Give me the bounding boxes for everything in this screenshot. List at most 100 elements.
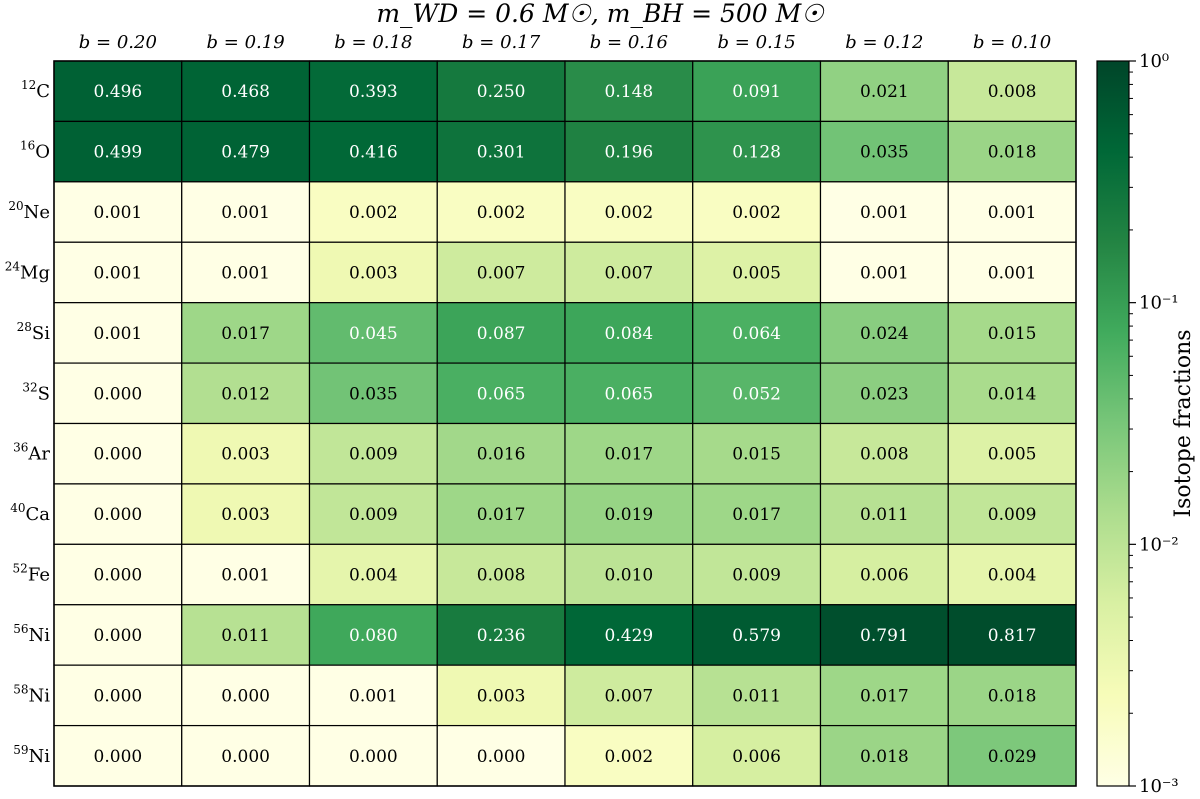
isotope-mass-number: 56 <box>13 622 28 636</box>
heatmap-cell <box>947 664 1077 727</box>
heatmap-border <box>53 60 1077 787</box>
cell-value: 0.000 <box>221 747 270 767</box>
cell-value: 0.001 <box>860 203 909 223</box>
cell-value: 0.499 <box>94 143 143 163</box>
cell-value: 0.001 <box>94 263 143 283</box>
heatmap-cell <box>947 120 1077 183</box>
cell-value: 0.017 <box>477 505 526 525</box>
heatmap-cell <box>692 543 822 606</box>
cell-value: 0.091 <box>732 82 781 102</box>
row-label: 12C <box>21 78 50 102</box>
heatmap-cell <box>436 60 566 123</box>
heatmap-cell <box>819 362 949 425</box>
cell-value: 0.005 <box>732 263 781 283</box>
heatmap-cell <box>181 664 311 727</box>
row-label: 16O <box>20 139 50 163</box>
row-label: 20Ne <box>8 199 50 223</box>
column-label: b = 0.15 <box>718 32 796 53</box>
heatmap-cell <box>947 543 1077 606</box>
cell-value: 0.007 <box>477 263 526 283</box>
cell-value: 0.236 <box>477 626 526 646</box>
isotope-mass-number: 36 <box>13 441 28 455</box>
heatmap-cell <box>564 664 694 727</box>
heatmap-cell <box>819 241 949 304</box>
isotope-element: Ni <box>28 685 50 706</box>
column-label: b = 0.10 <box>973 32 1051 53</box>
cell-value: 0.015 <box>988 324 1037 344</box>
cell-value: 0.128 <box>732 143 781 163</box>
cell-value: 0.001 <box>221 263 270 283</box>
colorbar-tick-label: 10⁻¹ <box>1139 293 1179 314</box>
heatmap-cell <box>692 362 822 425</box>
isotope-mass-number: 12 <box>21 78 36 92</box>
heatmap-cell <box>564 483 694 545</box>
cell-value: 0.012 <box>221 384 270 404</box>
cell-value: 0.000 <box>94 566 143 586</box>
cell-value: 0.000 <box>94 626 143 646</box>
colorbar-tick-label: 10⁰ <box>1139 51 1169 72</box>
heatmap-cell <box>436 241 566 304</box>
cell-value: 0.496 <box>94 82 143 102</box>
heatmap-cell <box>692 120 822 183</box>
heatmap-cell <box>564 181 694 243</box>
heatmap-cell <box>692 60 822 123</box>
heatmap-cell <box>181 181 311 243</box>
heatmap-cell <box>53 604 183 666</box>
cell-value: 0.001 <box>988 203 1037 223</box>
heatmap-cell <box>819 724 949 787</box>
heatmap-cell <box>181 604 311 666</box>
cell-value: 0.002 <box>477 203 526 223</box>
colorbar-gradient <box>1096 60 1130 787</box>
heatmap-cell <box>692 604 822 666</box>
heatmap-cell <box>564 422 694 485</box>
cell-value: 0.003 <box>221 505 270 525</box>
cell-value: 0.008 <box>988 82 1037 102</box>
heatmap-cell <box>181 422 311 485</box>
cell-value: 0.000 <box>477 747 526 767</box>
isotope-element: Ar <box>27 444 50 465</box>
heatmap-cell <box>819 422 949 485</box>
cell-value: 0.479 <box>221 143 270 163</box>
heatmap-cell <box>819 181 949 243</box>
column-labels: b = 0.20 b = 0.19 b = 0.18 b = 0.17 b = 0.16… <box>79 32 1051 53</box>
row-label: 52Fe <box>13 562 50 586</box>
heatmap-cell <box>308 422 438 485</box>
cell-value: 0.006 <box>732 747 781 767</box>
cell-value: 0.000 <box>94 445 143 465</box>
isotope-element: Ni <box>28 746 50 767</box>
heatmap-cell <box>819 664 949 727</box>
cell-value: 0.065 <box>477 384 526 404</box>
colorbar-tick-label: 10⁻² <box>1139 534 1179 555</box>
cell-value: 0.000 <box>94 747 143 767</box>
heatmap-cell <box>181 60 311 123</box>
cell-value: 0.008 <box>477 566 526 586</box>
heatmap-cell <box>53 60 183 123</box>
isotope-mass-number: 40 <box>10 501 25 515</box>
isotope-element: Ne <box>24 202 50 223</box>
cell-value: 0.000 <box>221 686 270 706</box>
cell-value: 0.017 <box>860 686 909 706</box>
heatmap-cell <box>308 664 438 727</box>
cell-value: 0.007 <box>605 686 654 706</box>
cell-value: 0.001 <box>221 203 270 223</box>
isotope-mass-number: 32 <box>22 380 37 394</box>
heatmap-cell <box>436 120 566 183</box>
cell-value: 0.018 <box>860 747 909 767</box>
cell-value: 0.196 <box>605 143 654 163</box>
heatmap-cell <box>308 362 438 425</box>
heatmap-cell <box>436 724 566 787</box>
colorbar-label: Isotope fractions <box>1171 329 1196 517</box>
cell-value: 0.817 <box>988 626 1037 646</box>
cell-value: 0.045 <box>349 324 398 344</box>
heatmap-cell <box>564 241 694 304</box>
cell-value: 0.015 <box>732 445 781 465</box>
heatmap-cell <box>308 724 438 787</box>
cell-value: 0.014 <box>988 384 1037 404</box>
cell-value: 0.000 <box>94 384 143 404</box>
column-label: b = 0.16 <box>590 32 668 53</box>
heatmap-cell <box>53 422 183 485</box>
cell-value: 0.065 <box>605 384 654 404</box>
heatmap-cell <box>692 302 822 364</box>
cell-value: 0.148 <box>605 82 654 102</box>
heatmap-cell <box>564 362 694 425</box>
